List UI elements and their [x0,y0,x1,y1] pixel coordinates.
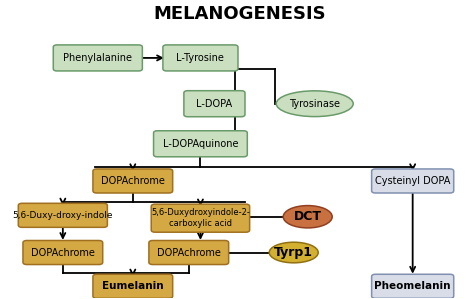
FancyBboxPatch shape [154,131,247,157]
Text: L-Tyrosine: L-Tyrosine [176,53,224,63]
Ellipse shape [276,91,353,117]
FancyBboxPatch shape [184,91,245,117]
Text: DOPAchrome: DOPAchrome [101,176,165,186]
Text: Tyrosinase: Tyrosinase [289,99,340,109]
FancyBboxPatch shape [149,240,228,265]
FancyBboxPatch shape [93,169,173,193]
FancyBboxPatch shape [372,274,454,298]
Text: Eumelanin: Eumelanin [102,281,164,291]
Text: Cysteinyl DOPA: Cysteinyl DOPA [375,176,450,186]
FancyBboxPatch shape [151,204,250,232]
Text: L-DOPA: L-DOPA [196,99,232,109]
Text: 5,6-Duxydroxyindole-2-
carboxylic acid: 5,6-Duxydroxyindole-2- carboxylic acid [151,208,250,228]
Text: L-DOPAquinone: L-DOPAquinone [163,139,238,149]
Text: Tyrp1: Tyrp1 [274,246,313,259]
FancyBboxPatch shape [18,203,108,227]
Text: DCT: DCT [294,210,322,223]
Ellipse shape [269,242,318,263]
Text: Pheomelanin: Pheomelanin [374,281,451,291]
Text: DOPAchrome: DOPAchrome [157,248,221,257]
FancyBboxPatch shape [372,169,454,193]
FancyBboxPatch shape [93,274,173,298]
Text: MELANOGENESIS: MELANOGENESIS [154,5,327,23]
Text: DOPAchrome: DOPAchrome [31,248,95,257]
Text: 5,6-Duxy­droxy­indole: 5,6-Duxy­droxy­indole [13,211,113,220]
FancyBboxPatch shape [163,45,238,71]
FancyBboxPatch shape [23,240,103,265]
Text: Phenylalanine: Phenylalanine [64,53,132,63]
Ellipse shape [283,206,332,228]
FancyBboxPatch shape [53,45,142,71]
